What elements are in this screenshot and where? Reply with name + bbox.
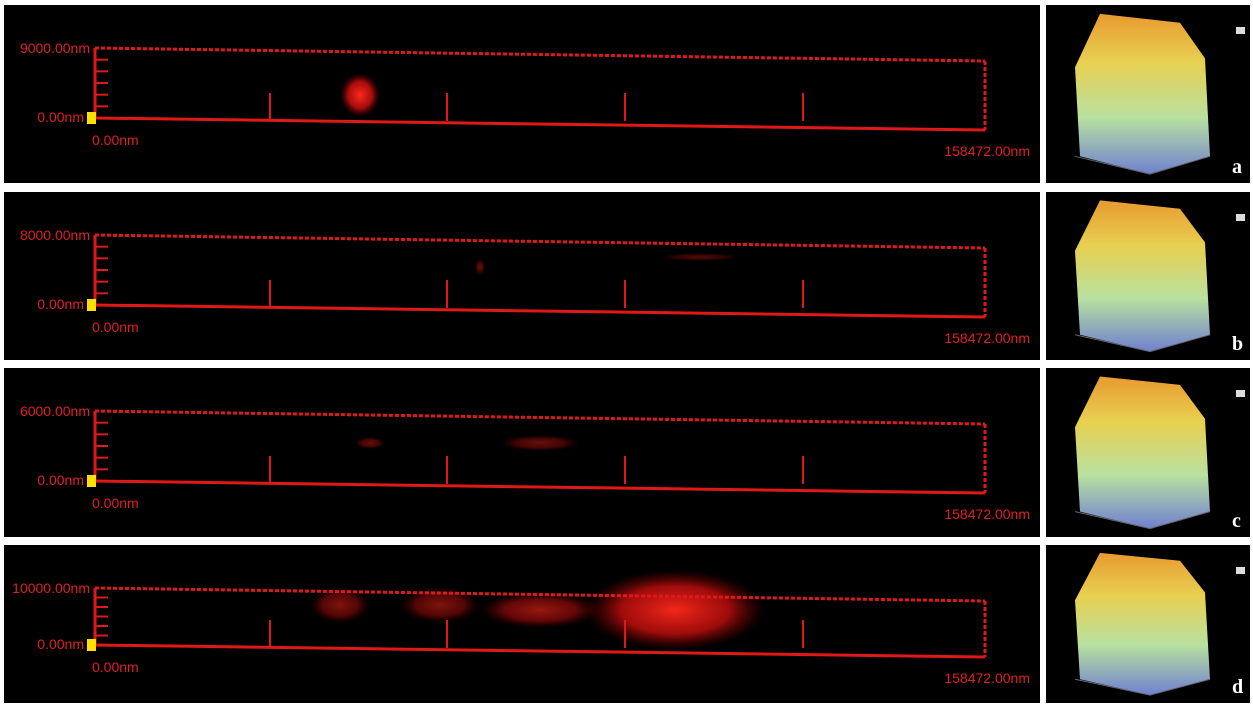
origin-marker	[87, 299, 96, 311]
origin-marker	[87, 639, 96, 651]
surface-plot	[1075, 200, 1210, 351]
toolbar-icon	[1236, 214, 1245, 221]
x-max-label: 158472.00nm	[944, 330, 1030, 346]
panel-row: 9000.00nm 0.00nm 0.00nm 158472.00nm a	[4, 5, 1250, 183]
toolbar-icon	[1236, 27, 1245, 34]
z-min-label: 0.00nm	[37, 296, 84, 312]
x-max-label: 158472.00nm	[944, 506, 1030, 522]
z-max-label: 8000.00nm	[20, 227, 90, 243]
fluorescence	[480, 592, 600, 628]
panel-row: 6000.00nm 0.00nm 0.00nm 158472.00nm c	[4, 368, 1250, 537]
fluorescence	[660, 253, 740, 261]
z-min-label: 0.00nm	[37, 472, 84, 488]
panel-letter: c	[1232, 510, 1241, 532]
panel-letter: b	[1232, 333, 1243, 355]
origin-marker	[87, 475, 96, 487]
panel-letter: d	[1232, 676, 1243, 698]
z-min-label: 0.00nm	[37, 109, 84, 125]
x-max-label: 158472.00nm	[944, 670, 1030, 686]
panel-row: 8000.00nm 0.00nm 0.00nm 158472.00nm b	[4, 192, 1250, 360]
x-max-label: 158472.00nm	[944, 143, 1030, 159]
fluorescence	[475, 259, 485, 275]
fluorescence	[355, 437, 385, 449]
panel-letter: a	[1232, 156, 1242, 178]
z-min-label: 0.00nm	[37, 636, 84, 652]
toolbar-icon	[1236, 567, 1245, 574]
surface-plot	[1075, 14, 1210, 174]
z-max-label: 10000.00nm	[12, 580, 90, 596]
z-max-label: 6000.00nm	[20, 403, 90, 419]
fluorescence	[585, 570, 765, 650]
x-min-label: 0.00nm	[92, 495, 139, 511]
toolbar-icon	[1236, 390, 1245, 397]
image-panel	[4, 192, 1040, 360]
x-min-label: 0.00nm	[92, 659, 139, 675]
image-panel	[4, 368, 1040, 537]
surface-plot	[1075, 553, 1210, 695]
z-max-label: 9000.00nm	[20, 40, 90, 56]
image-panel	[4, 5, 1040, 183]
panel-row: 10000.00nm 0.00nm 0.00nm 158472.00nm d	[4, 545, 1250, 703]
x-min-label: 0.00nm	[92, 132, 139, 148]
fluorescence	[340, 73, 380, 117]
fluorescence	[500, 435, 580, 451]
x-min-label: 0.00nm	[92, 319, 139, 335]
origin-marker	[87, 112, 96, 124]
surface-plot	[1075, 376, 1210, 528]
figure: 9000.00nm 0.00nm 0.00nm 158472.00nm a 8000.00…	[0, 0, 1253, 706]
